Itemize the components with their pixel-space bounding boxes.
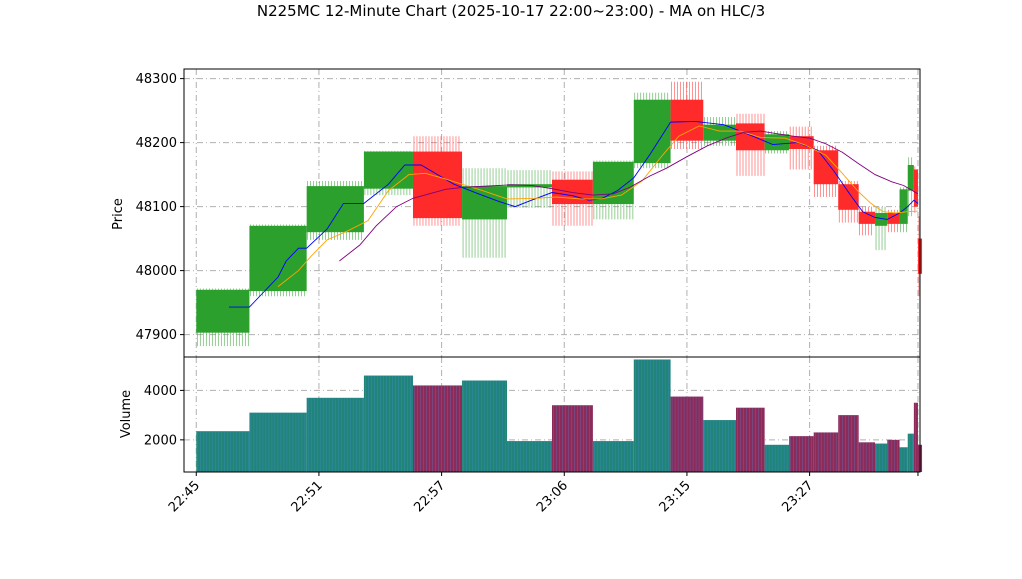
volume-bar-group <box>249 412 307 472</box>
volume-bar <box>907 433 914 472</box>
volume-bar-group <box>813 432 839 472</box>
candle-body <box>913 169 918 207</box>
volume-bar-group <box>196 431 250 472</box>
volume-bar-group <box>789 436 814 472</box>
volume-bar <box>875 443 888 472</box>
candle-body <box>196 289 250 333</box>
volume-bar-group <box>363 375 413 472</box>
candle-body <box>907 165 914 191</box>
volume-bar <box>913 402 918 472</box>
volume-bar <box>363 375 413 472</box>
volume-y-axis: 2000 4000 <box>144 384 184 448</box>
moving-average-short-line <box>228 121 919 308</box>
volume-bar-group <box>858 442 876 472</box>
volume-bar <box>858 442 876 472</box>
price-y-axis: 47900 48000 48100 48200 48300 <box>136 72 184 343</box>
candle-body <box>412 151 463 219</box>
price-y-tick-label: 48300 <box>136 72 177 87</box>
volume-bar-group <box>913 402 918 472</box>
moving-average-mid-line <box>277 125 918 287</box>
candle-body <box>306 186 364 233</box>
volume-bar <box>838 415 859 472</box>
price-grid <box>184 69 920 357</box>
candle-body <box>670 99 704 141</box>
volume-bar <box>736 407 765 472</box>
candle-wick-group <box>507 170 551 208</box>
x-tick-label: 23:15 <box>657 478 694 515</box>
volume-bar-group <box>670 396 704 472</box>
volume-bar-group <box>462 380 508 472</box>
volume-y-tick-label: 4000 <box>144 384 177 399</box>
volume-bar <box>552 405 593 472</box>
candle-body <box>875 213 888 226</box>
candle-body <box>899 189 908 224</box>
volume-bar-group <box>764 444 790 472</box>
price-y-tick-label: 48000 <box>136 264 177 279</box>
candle-body <box>552 179 593 205</box>
x-axis: 22:45 22:51 22:57 23:06 23:15 23:27 <box>166 472 919 515</box>
price-wicks <box>196 81 920 347</box>
moving-average-long-line <box>339 130 919 262</box>
x-tick-label: 22:45 <box>166 478 203 515</box>
volume-bar <box>899 447 908 472</box>
candle-body <box>736 123 765 151</box>
volume-y-tick-label: 2000 <box>144 433 177 448</box>
candle-body <box>887 213 900 224</box>
volume-bar <box>592 441 634 472</box>
volume-bar-group <box>552 405 593 472</box>
volume-bar-group <box>899 447 908 472</box>
volume-bar <box>789 436 814 472</box>
volume-bars <box>196 359 923 472</box>
volume-bar <box>633 359 671 472</box>
volume-y-axis-label: Volume <box>119 390 134 438</box>
volume-bar-group <box>907 433 914 472</box>
volume-bar-group <box>306 397 364 472</box>
price-bodies <box>196 99 923 333</box>
price-y-tick-label: 48100 <box>136 200 177 215</box>
volume-bar <box>764 444 790 472</box>
price-y-tick-label: 48200 <box>136 136 177 151</box>
volume-bar <box>196 431 250 472</box>
volume-bar-group <box>592 441 634 472</box>
volume-panel-frame <box>183 356 921 473</box>
volume-bar-group <box>412 385 463 472</box>
volume-bar <box>813 432 839 472</box>
price-y-tick-label: 47900 <box>136 328 177 343</box>
volume-bar-group <box>838 415 859 472</box>
price-y-axis-label: Price <box>111 198 126 230</box>
candle-body <box>838 184 859 210</box>
candle-body <box>858 211 876 224</box>
volume-bar-group <box>703 420 736 472</box>
x-tick-label: 23:27 <box>779 478 816 515</box>
ma-lines <box>228 121 919 308</box>
volume-bar-group <box>507 441 552 472</box>
candle-body <box>363 151 413 189</box>
volume-bar-group <box>736 407 765 472</box>
volume-bar <box>412 385 463 472</box>
candle-body <box>249 225 307 292</box>
volume-bar-group <box>887 439 900 472</box>
volume-bar-group <box>875 443 888 472</box>
x-tick-label: 23:06 <box>534 478 571 515</box>
volume-bar <box>887 439 900 472</box>
x-tick-label: 22:57 <box>411 478 448 515</box>
x-tick-label: 22:51 <box>289 478 326 515</box>
chart-title: N225MC 12-Minute Chart (2025-10-17 22:00… <box>257 2 765 20</box>
volume-bar-group <box>633 359 671 472</box>
